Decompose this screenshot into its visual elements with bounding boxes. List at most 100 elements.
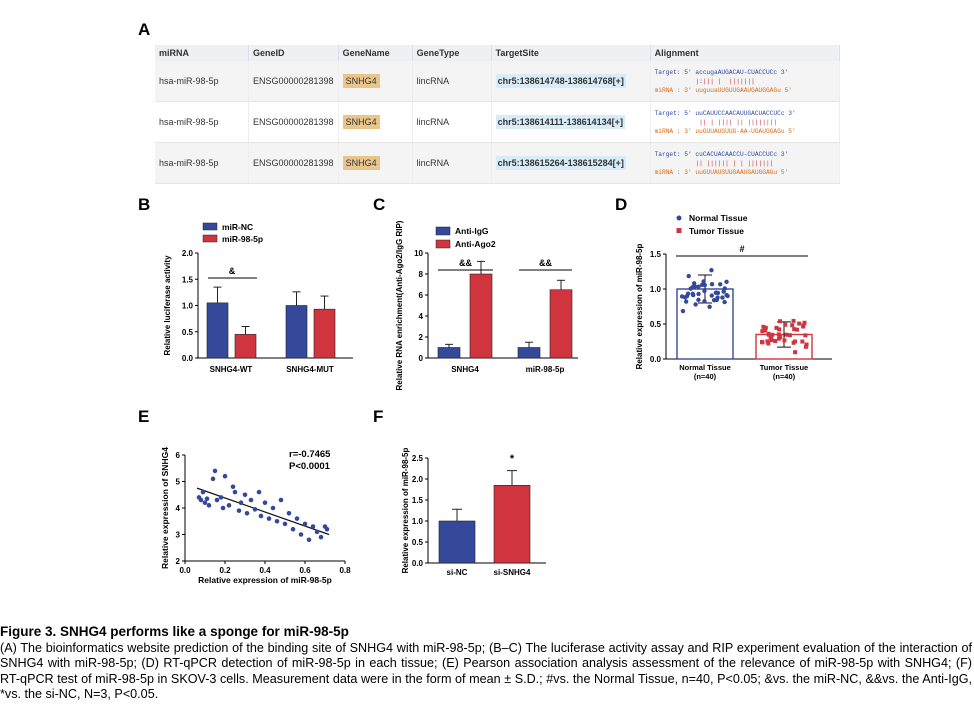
cell-geneid: ENSG00000281398: [248, 101, 339, 143]
panel-c-y-tick-label: 8: [419, 270, 424, 279]
panel-e-point: [238, 500, 244, 506]
panel-d-point: [801, 323, 806, 328]
panel-d-y-tick-label: 1.0: [650, 285, 662, 294]
panel-e-point: [298, 532, 304, 537]
panel-f-sig-mark: *: [510, 453, 515, 465]
cell-genename-value: SNHG4: [342, 156, 380, 170]
panel-c-legend-swatch: [435, 239, 451, 249]
panel-label-f: F: [373, 407, 384, 426]
panel-d-point: [696, 297, 701, 303]
panel-d-point: [683, 299, 689, 304]
panel-e-x-axis-label: Relative expression of miR-98-5p: [198, 575, 332, 585]
cell-targetsite-value: chr5:138615264-138615284[+]: [495, 156, 626, 170]
panel-d-point: [725, 293, 730, 299]
panel-c-x-tick-label: SNHG4: [451, 365, 479, 374]
panel-e-point: [252, 507, 258, 512]
panel-d-y-tick-label: 0.0: [650, 355, 662, 364]
panel-e-point: [242, 492, 248, 498]
panel-b-bar: [234, 334, 257, 359]
panel-e-point: [278, 497, 284, 503]
panel-e-p-value: P<0.0001: [289, 461, 331, 472]
panel-d-point: [693, 302, 698, 307]
panel-e-point: [256, 489, 262, 495]
panel-b-legend-swatch: [202, 234, 218, 243]
panel-label-a: A: [138, 20, 151, 39]
alignment-match: |:||| | |||||||: [654, 77, 755, 85]
panel-f-bar: [493, 484, 531, 564]
panel-d-point: [802, 320, 807, 325]
col-header-genetype[interactable]: GeneType: [412, 45, 492, 61]
panel-d-point: [790, 323, 795, 328]
cell-geneid: ENSG00000281398: [248, 61, 339, 102]
panel-d-point: [766, 331, 771, 336]
cell-targetsite-value: chr5:138614748-138614768[+]: [495, 74, 626, 88]
panel-e-x-tick-label: 0.0: [179, 566, 191, 575]
panel-c-bar: [549, 289, 573, 359]
panel-e-point: [206, 503, 212, 508]
panel-f-y-tick-label: 2.5: [412, 454, 424, 463]
col-header-genename[interactable]: GeneName: [338, 45, 413, 61]
panel-d-point: [765, 339, 770, 344]
panel-b-bar: [285, 305, 308, 359]
panel-d-point: [686, 273, 691, 279]
panel-d-point: [702, 299, 707, 304]
alignment-mirna: miRNA : 3' uuGUUAUGUUG-AA-UGAUGGAGu 5': [654, 127, 796, 135]
panel-e-point: [214, 497, 220, 503]
panel-f-y-tick-label: 1.0: [412, 517, 424, 526]
table-header-row: miRNA GeneID GeneName GeneType TargetSit…: [155, 45, 841, 61]
panel-e-point: [318, 534, 324, 540]
panel-label-b: B: [138, 195, 151, 214]
panel-d-point: [724, 279, 729, 285]
panel-e-point: [314, 529, 320, 535]
cell-targetsite: chr5:138615264-138615284[+]: [491, 142, 651, 184]
panel-e-point: [202, 500, 208, 506]
panel-d-point: [707, 304, 712, 310]
col-header-alignment[interactable]: Alignment: [650, 45, 841, 61]
panel-d-point: [709, 282, 715, 287]
panel-c-legend-label: Anti-Ago2: [455, 239, 496, 249]
panel-d-point: [760, 329, 765, 334]
panel-d-y-axis-label: Relative expression of miR-98-5p: [635, 243, 644, 369]
panel-f-y-tick-label: 0.5: [412, 538, 424, 547]
panel-d-point: [774, 325, 779, 330]
alignment-target: Target: 5' accugaAUGACAU-CUACCUCc 3': [654, 68, 789, 76]
panel-d-legend-label: Tumor Tissue: [689, 226, 744, 236]
panel-d-sig-mark: #: [739, 244, 744, 254]
panel-d-point: [691, 281, 697, 286]
panel-f-y-tick-label: 2.0: [412, 475, 424, 484]
cell-genetype: lincRNA: [412, 142, 492, 184]
col-header-mirna[interactable]: miRNA: [155, 45, 249, 61]
alignment-target: Target: 5' uuCAUUCCAACAUUGACUACCUCc 3': [654, 109, 796, 117]
cell-genename: SNHG4: [338, 101, 413, 143]
panel-e-point: [282, 521, 288, 527]
panel-d-point: [776, 332, 781, 337]
col-header-targetsite[interactable]: TargetSite: [491, 45, 651, 61]
panel-c-y-tick-label: 10: [414, 249, 423, 258]
panel-d-point: [709, 293, 714, 298]
table-row[interactable]: hsa-miR-98-5p ENSG00000281398 SNHG4 lincRNA…: [155, 101, 841, 143]
table-row[interactable]: hsa-miR-98-5p ENSG00000281398 SNHG4 lincRNA…: [155, 142, 841, 184]
panel-e-point: [274, 518, 280, 524]
panel-c-bar: [437, 347, 461, 359]
panel-d-point: [800, 339, 805, 344]
panel-d-legend-swatch: [676, 215, 682, 221]
panel-d-point: [803, 344, 808, 349]
panel-label-e: E: [138, 407, 150, 426]
panel-b-x-tick-label: SNHG4-MUT: [286, 365, 334, 374]
panel-c-sig-mark: &&: [539, 258, 552, 268]
panel-d-point: [722, 299, 727, 305]
cell-genename: SNHG4: [338, 142, 413, 184]
cell-alignment: Target: 5' accugaAUGACAU-CUACCUCc 3' |:|…: [650, 61, 841, 102]
panel-e-point: [210, 476, 216, 482]
binding-site-table: miRNA GeneID GeneName GeneType TargetSit…: [155, 45, 841, 184]
caption-title: Figure 3. SNHG4 performs like a sponge f…: [0, 624, 349, 639]
panel-b-legend-swatch: [202, 222, 218, 231]
panel-d-point: [784, 332, 789, 337]
col-header-geneid[interactable]: GeneID: [248, 45, 339, 61]
panel-d-point: [769, 338, 774, 343]
panel-d-point: [773, 339, 778, 344]
panel-d-point: [720, 295, 725, 300]
panel-d-point: [682, 295, 688, 300]
table-row[interactable]: hsa-miR-98-5p ENSG00000281398 SNHG4 lincRNA…: [155, 61, 841, 102]
panel-f-y-axis-label: Relative expression of miR-98-5p: [401, 447, 410, 573]
